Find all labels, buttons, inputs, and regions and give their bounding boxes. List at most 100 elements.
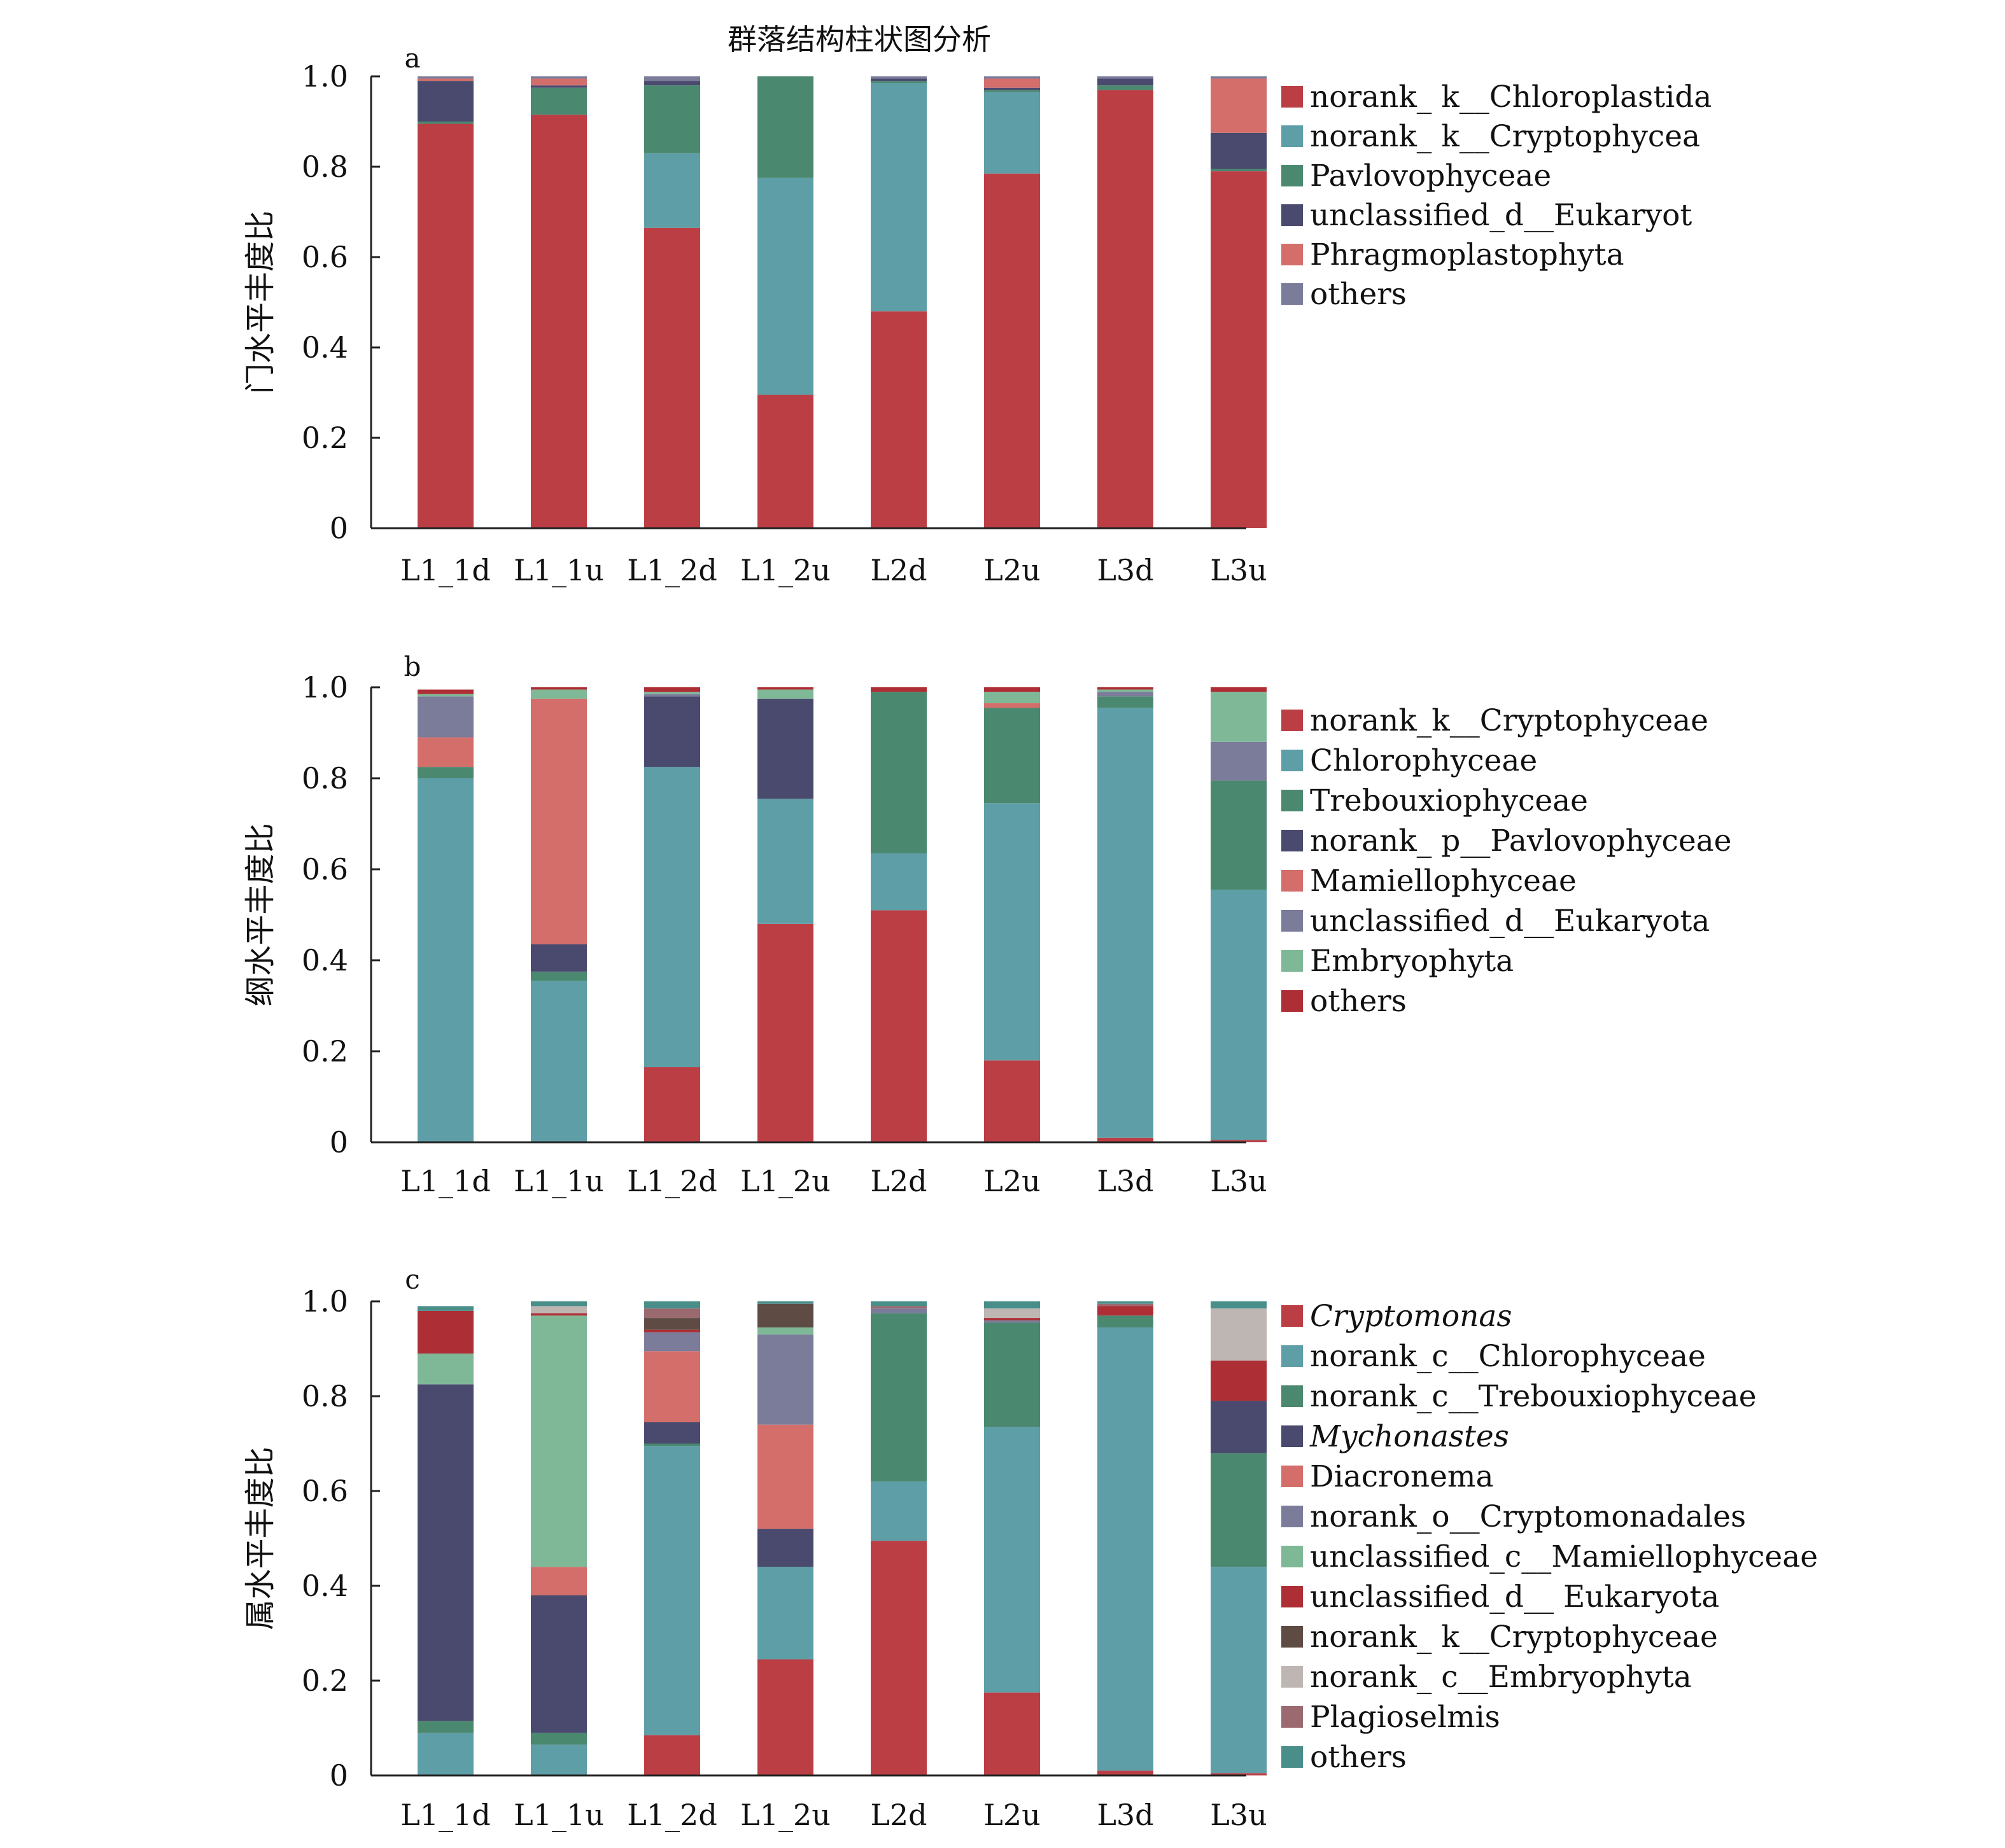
- legend-label: Mamiellophyceae: [1310, 864, 1577, 899]
- bar-segment: [871, 81, 927, 83]
- bar-stack: [757, 1301, 813, 1775]
- y-tick-label: 1.0: [302, 59, 348, 94]
- bar-segment: [1097, 1315, 1153, 1327]
- y-tick-label: 0.4: [302, 330, 348, 365]
- bar-segment: [1097, 85, 1153, 90]
- legend-swatch: [1280, 1625, 1304, 1649]
- bar-segment: [418, 694, 474, 697]
- legend-swatch: [1280, 708, 1304, 732]
- legend-swatch: [1280, 1424, 1304, 1448]
- bar-segment: [531, 689, 587, 699]
- bar-stack: [644, 687, 700, 1142]
- y-tick-label: 0.2: [302, 1663, 348, 1698]
- bar-segment: [531, 87, 587, 115]
- bar-segment: [644, 1318, 700, 1330]
- bar-segment: [531, 698, 587, 944]
- figure-title: 群落结构柱状图分析: [728, 22, 991, 57]
- bar-segment: [1097, 689, 1153, 692]
- bar-segment: [644, 767, 700, 1068]
- legend-label: unclassified_d__Eukaryot: [1310, 198, 1692, 233]
- bar-segment: [757, 395, 813, 528]
- bar-segment: [418, 76, 474, 79]
- panel-label: b: [404, 651, 421, 682]
- x-tick-label: L2u: [983, 1798, 1040, 1832]
- bar-segment: [644, 1735, 700, 1775]
- bar-segment: [984, 173, 1040, 528]
- bar-segment: [871, 311, 927, 528]
- bar-segment: [418, 1384, 474, 1721]
- bar-segment: [1211, 741, 1267, 781]
- bar-segment: [1211, 780, 1267, 890]
- bar-segment: [984, 708, 1040, 804]
- bar-segment: [757, 1424, 813, 1529]
- x-tick-label: L3u: [1210, 1164, 1267, 1198]
- bar-segment: [531, 944, 587, 972]
- bar-segment: [1097, 687, 1153, 690]
- legend-label: norank_c__Chlorophyceae: [1310, 1339, 1706, 1374]
- legend-label: norank_ k__Cryptophycea: [1310, 119, 1700, 154]
- bar-stack: [757, 76, 813, 528]
- bar-segment: [757, 689, 813, 699]
- legend-swatch: [1280, 242, 1304, 267]
- y-tick-label: 0.8: [302, 761, 348, 795]
- bar-segment: [1211, 1308, 1267, 1361]
- bar-segment: [644, 1422, 700, 1444]
- bar-segment: [984, 1692, 1040, 1775]
- bar-stack: [1097, 76, 1153, 529]
- legend: norank_ k__Chloroplastida norank_ k__Cryp…: [1280, 80, 1712, 312]
- bar-segment: [418, 1306, 474, 1311]
- bar-segment: [1097, 696, 1153, 708]
- bar-segment: [757, 1659, 813, 1775]
- legend-label: norank_ k__Chloroplastida: [1310, 80, 1712, 115]
- y-tick-label: 0.8: [302, 1379, 348, 1413]
- legend-swatch: [1280, 788, 1304, 813]
- bar-segment: [1097, 76, 1153, 79]
- x-tick-label: L1_2d: [627, 553, 717, 587]
- bar-segment: [644, 1067, 700, 1142]
- y-tick-label: 1.0: [302, 1284, 348, 1319]
- bar-segment: [531, 1595, 587, 1733]
- y-tick-label: 1.0: [302, 670, 348, 704]
- legend-label: Cryptomonas: [1310, 1299, 1512, 1334]
- bar-segment: [644, 1329, 700, 1333]
- bar-segment: [644, 85, 700, 153]
- bar-segment: [1097, 1327, 1153, 1771]
- bar-segment: [531, 1315, 587, 1567]
- legend-label: Chlorophyceae: [1310, 743, 1537, 778]
- legend-swatch: [1280, 909, 1304, 933]
- bar-segment: [984, 803, 1040, 1061]
- bar-segment: [757, 1334, 813, 1425]
- bar-segment: [644, 153, 700, 228]
- legend-swatch: [1280, 282, 1304, 306]
- legend-label: unclassified_d__Eukaryota: [1310, 904, 1710, 939]
- bar-segment: [1097, 78, 1153, 86]
- bar-segment: [984, 92, 1040, 174]
- bar-segment: [644, 696, 700, 767]
- legend-swatch: [1280, 989, 1304, 1013]
- bar-segment: [1211, 169, 1267, 172]
- y-tick-label: 0.6: [302, 852, 348, 886]
- bar-segment: [644, 81, 700, 86]
- bar-segment: [644, 1443, 700, 1446]
- panel-label: c: [405, 1264, 420, 1295]
- bar-segment: [871, 1481, 927, 1541]
- bar-segment: [984, 90, 1040, 92]
- panel-label: a: [404, 43, 420, 74]
- bar-stack: [984, 1301, 1040, 1775]
- bar-stack: [531, 1301, 587, 1775]
- bar-segment: [871, 910, 927, 1142]
- bar-segment: [1097, 692, 1153, 697]
- legend-label: norank_ c__Embryophyta: [1310, 1660, 1692, 1695]
- bar-stack: [418, 76, 474, 529]
- bar-segment: [418, 1310, 474, 1354]
- bar-segment: [418, 1721, 474, 1733]
- bar-segment: [644, 76, 700, 81]
- bar-segment: [984, 692, 1040, 704]
- bar-segment: [871, 83, 927, 312]
- bar-stack: [1211, 687, 1267, 1142]
- legend-swatch: [1280, 829, 1304, 853]
- bar-segment: [644, 687, 700, 692]
- bar-segment: [418, 78, 474, 81]
- legend-swatch: [1280, 748, 1304, 773]
- bar-segment: [644, 1351, 700, 1422]
